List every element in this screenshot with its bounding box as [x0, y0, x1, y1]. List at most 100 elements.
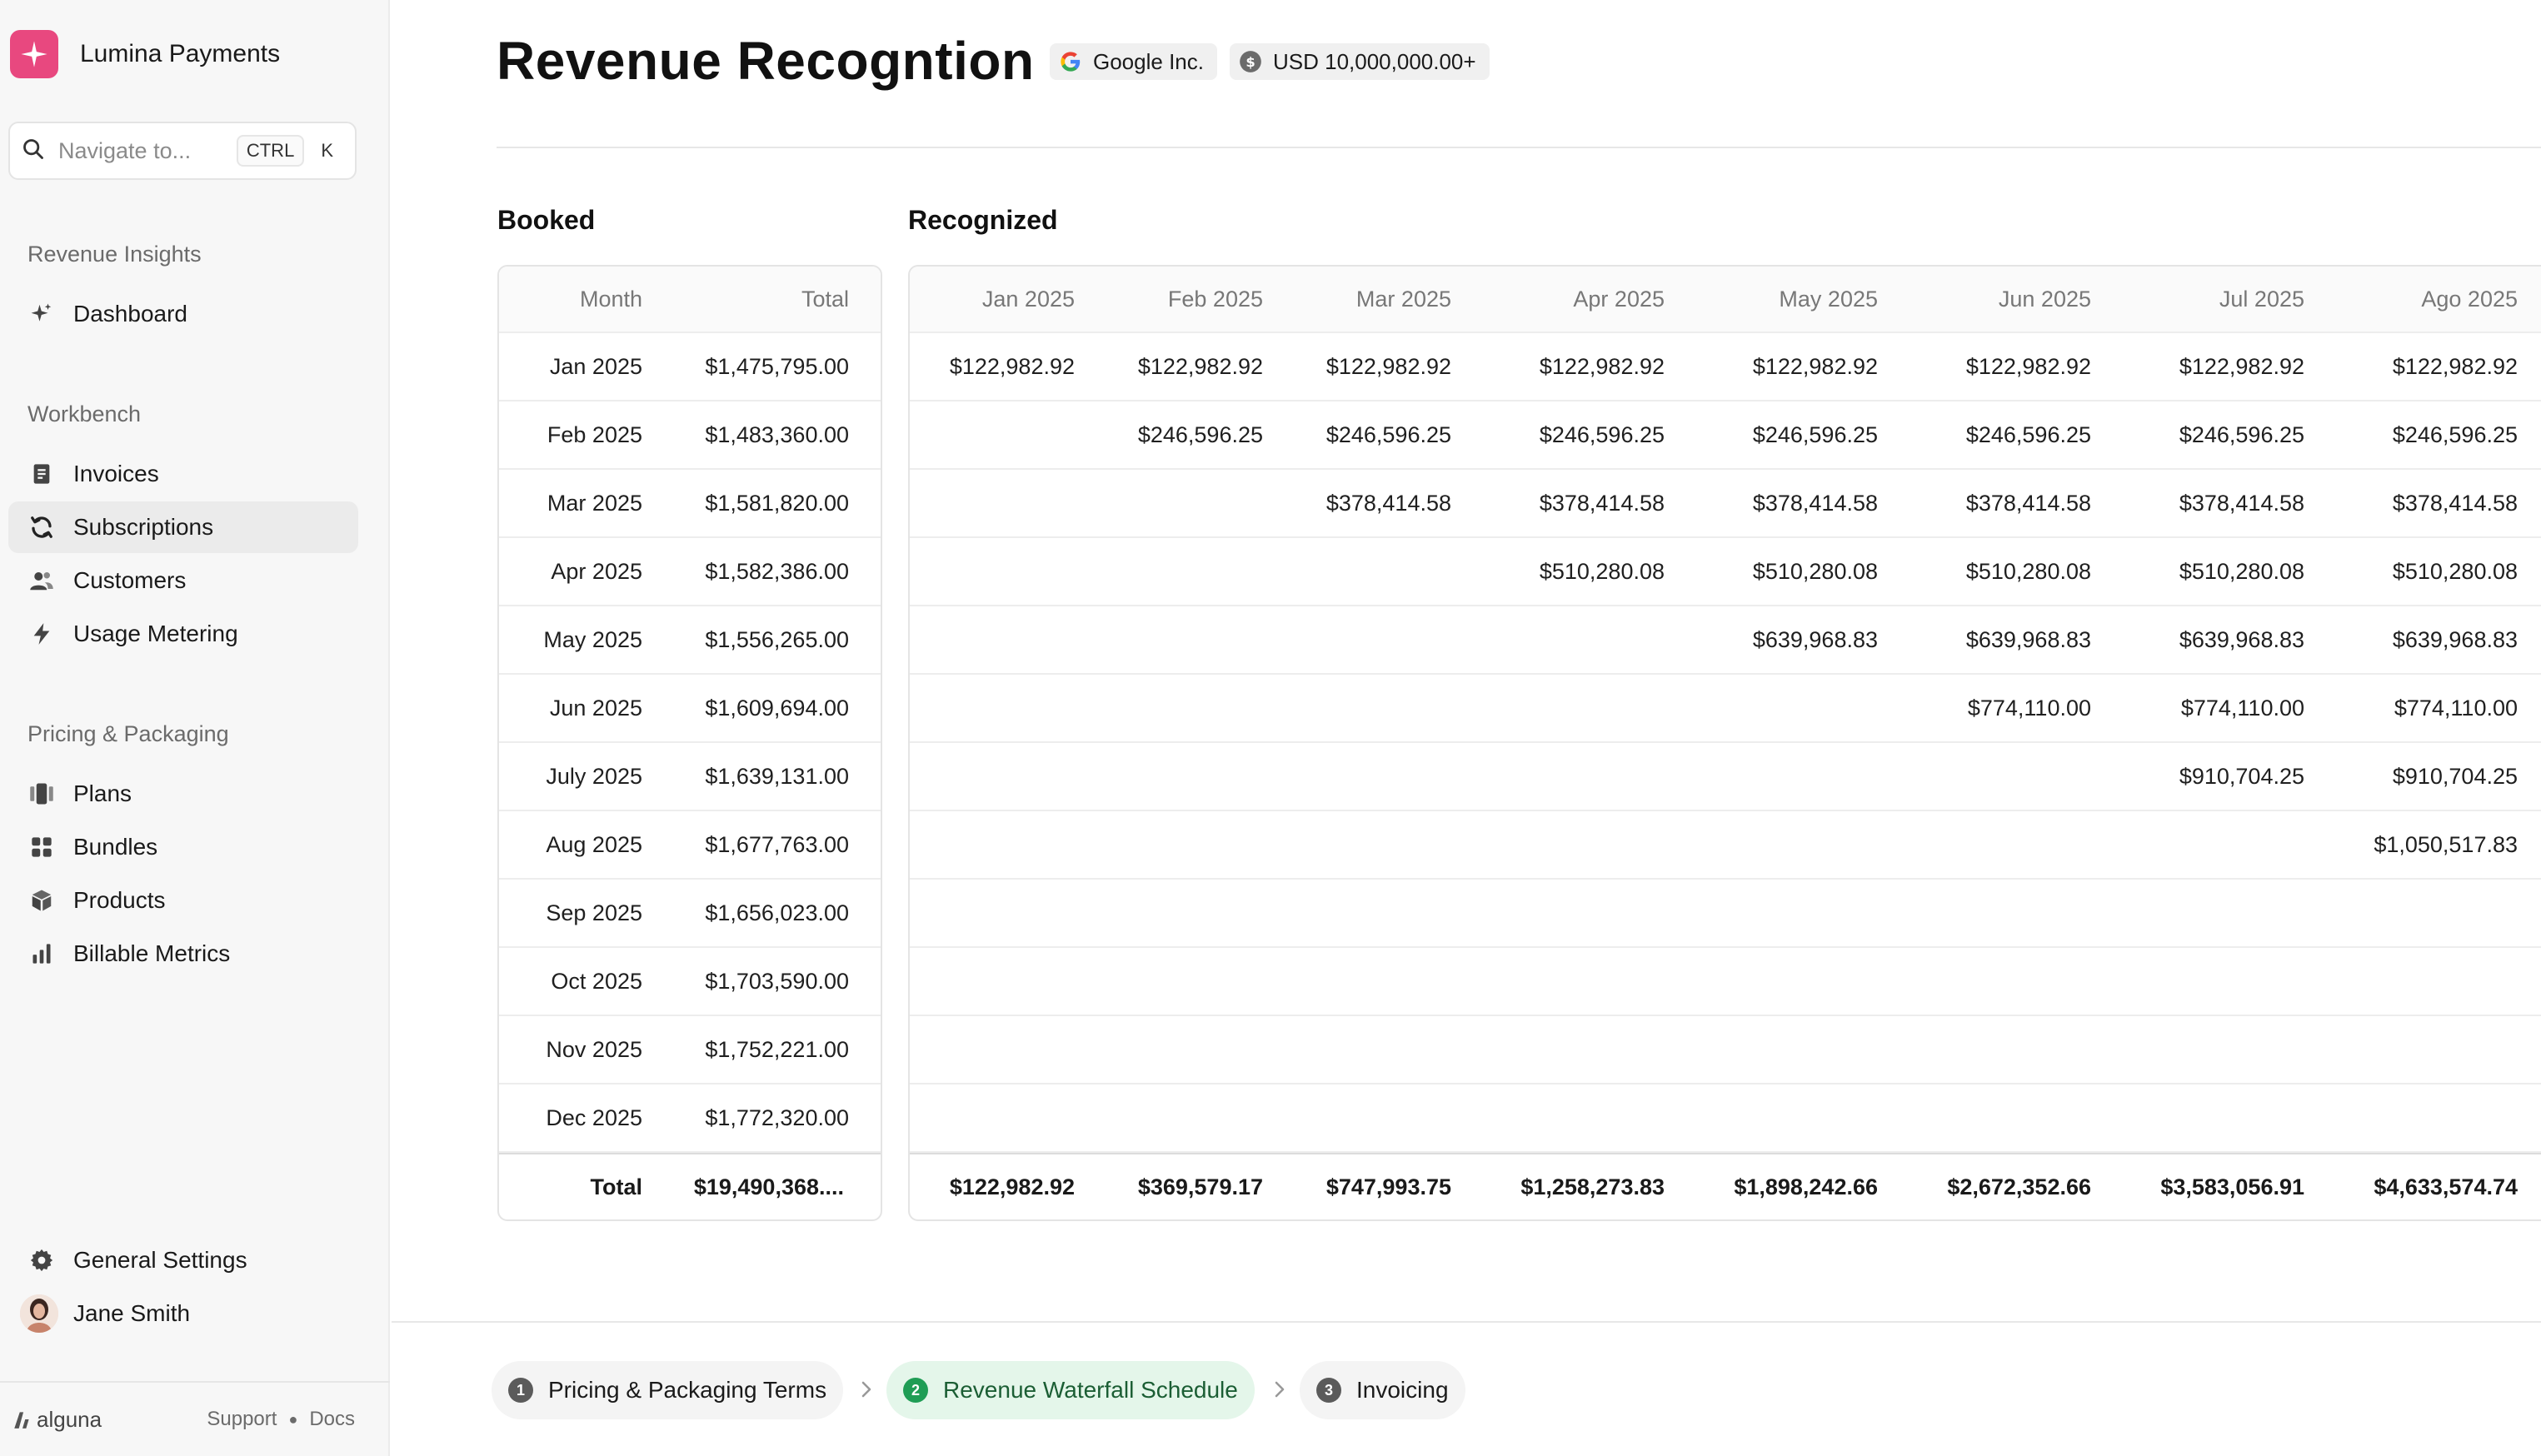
recognized-amount-cell: $378,414.58 [1325, 490, 1451, 516]
alguna-logo[interactable]: alguna [12, 1407, 102, 1433]
sidebar: Lumina Payments Navigate to... CTRL K Re… [0, 0, 390, 1456]
svg-text:$: $ [1246, 54, 1255, 70]
page-title: Revenue Recogntion [497, 31, 1035, 91]
sparkle-logo-icon [10, 30, 58, 78]
recognized-amount-cell: $510,280.08 [2392, 558, 2518, 584]
sidebar-item-subscriptions[interactable]: Subscriptions [8, 501, 358, 553]
shortcut-modifier: CTRL [236, 135, 305, 167]
column-header-total[interactable]: Total [801, 286, 849, 312]
app-name: Lumina Payments [80, 40, 281, 67]
total-cell: $1,609,694.00 [705, 695, 849, 721]
step-number: 2 [903, 1378, 928, 1403]
recognized-amount-cell: $246,596.25 [2179, 421, 2304, 447]
total-label: Total [590, 1174, 643, 1199]
recognized-amount-cell: $122,982.92 [1539, 353, 1665, 379]
total-cell: $1,772,320.00 [705, 1104, 849, 1130]
customer-badge[interactable]: Google Inc. [1050, 43, 1217, 80]
step-invoicing[interactable]: 3 Invoicing [1300, 1361, 1465, 1419]
step-label: Invoicing [1356, 1377, 1449, 1403]
column-header-month[interactable]: Mar 2025 [1355, 286, 1451, 312]
sidebar-item-label: Customers [73, 567, 187, 593]
header-divider [497, 147, 2541, 148]
recognized-amount-cell: $510,280.08 [1965, 558, 2091, 584]
avatar [20, 1294, 58, 1333]
sidebar-item-dashboard[interactable]: Dashboard [8, 288, 358, 340]
recognized-total-cell: $1,898,242.66 [1734, 1174, 1878, 1199]
step-pricing-packaging-terms[interactable]: 1 Pricing & Packaging Terms [492, 1361, 844, 1419]
step-revenue-waterfall-schedule[interactable]: 2 Revenue Waterfall Schedule [886, 1361, 1255, 1419]
recognized-amount-cell: $639,968.83 [1752, 626, 1878, 652]
sidebar-item-billable-metrics[interactable]: Billable Metrics [8, 928, 358, 980]
step-label: Revenue Waterfall Schedule [943, 1377, 1238, 1403]
column-header-month[interactable]: Jan 2025 [981, 286, 1075, 312]
docs-link[interactable]: Docs [309, 1408, 355, 1430]
table-row: $910,704.25 $910,704.25 [910, 743, 2541, 811]
google-icon [1058, 49, 1083, 74]
column-header-month[interactable]: Feb 2025 [1167, 286, 1263, 312]
total-cell: $1,656,023.00 [705, 900, 849, 925]
sidebar-item-label: Billable Metrics [73, 940, 231, 966]
month-cell: Feb 2025 [547, 421, 642, 447]
column-header-month[interactable]: Apr 2025 [1573, 286, 1665, 312]
recognized-amount-cell: $910,704.25 [2392, 763, 2518, 789]
recognized-amount-cell: $1,050,517.83 [2374, 831, 2518, 857]
sidebar-item-usage-metering[interactable]: Usage Metering [8, 608, 358, 660]
recognized-amount-cell: $774,110.00 [2394, 695, 2518, 721]
brand[interactable]: Lumina Payments [10, 30, 280, 78]
sidebar-item-plans[interactable]: Plans [8, 768, 358, 820]
month-cell: Dec 2025 [546, 1104, 642, 1130]
recognized-total-cell: $122,982.92 [949, 1174, 1075, 1199]
section-label-revenue-insights: Revenue Insights [27, 242, 202, 267]
column-header-month[interactable]: Jun 2025 [1998, 286, 2091, 312]
recognized-amount-cell: $378,414.58 [2179, 490, 2304, 516]
recognized-amount-cell: $246,596.25 [1539, 421, 1665, 447]
shortcut-key: K [321, 140, 333, 161]
table-header-row: Jan 2025 Feb 2025 Mar 2025 Apr 2025 May 2025… [910, 267, 2541, 333]
sparkle-icon [28, 301, 55, 327]
table-row: $246,596.25 $246,596.25 $246,596.25 $246,59… [910, 401, 2541, 470]
recognized-amount-cell: $910,704.25 [2179, 763, 2304, 789]
sidebar-item-label: Bundles [73, 834, 158, 860]
table-row: May 2025 $1,556,265.00 [499, 606, 881, 675]
alguna-logo-icon [14, 1412, 29, 1429]
column-header-month[interactable]: Month [579, 286, 642, 312]
booked-title: Booked [497, 205, 596, 235]
sidebar-item-label: Subscriptions [73, 514, 214, 540]
sidebar-item-invoices[interactable]: Invoices [8, 448, 358, 500]
sidebar-item-general-settings[interactable]: General Settings [8, 1234, 358, 1286]
sidebar-item-bundles[interactable]: Bundles [8, 821, 358, 873]
booked-table: Month Total Jan 2025 $1,475,795.00 Feb 202… [497, 265, 882, 1221]
search-placeholder[interactable]: Navigate to... [58, 137, 192, 163]
recognized-total-cell: $4,633,574.74 [2374, 1174, 2518, 1199]
column-header-month[interactable]: Jul 2025 [2219, 286, 2304, 312]
bolt-icon [28, 621, 55, 647]
customer-name: Google Inc. [1093, 48, 1204, 74]
table-row [910, 948, 2541, 1016]
amount-badge[interactable]: $ USD 10,000,000.00+ [1230, 43, 1490, 80]
table-total-row: $122,982.92 $369,579.17 $747,993.75 $1,258,… [910, 1153, 2541, 1219]
sidebar-item-products[interactable]: Products [8, 875, 358, 926]
table-row [910, 1085, 2541, 1153]
grid-icon [28, 834, 55, 860]
total-cell: $1,475,795.00 [705, 353, 849, 379]
recognized-total-cell: $1,258,273.83 [1520, 1174, 1665, 1199]
recognized-amount-cell: $122,982.92 [949, 353, 1075, 379]
users-icon [28, 567, 55, 594]
column-header-month[interactable]: May 2025 [1779, 286, 1878, 312]
navigate-search[interactable]: Navigate to... CTRL K [8, 122, 357, 180]
sidebar-item-customers[interactable]: Customers [8, 555, 358, 606]
sidebar-item-label: Plans [73, 780, 132, 806]
month-cell: Nov 2025 [546, 1036, 642, 1062]
column-header-month[interactable]: Ago 2025 [2421, 286, 2518, 312]
recognized-amount-cell: $246,596.25 [1325, 421, 1451, 447]
total-cell: $1,639,131.00 [705, 763, 849, 789]
table-row: $639,968.83 $639,968.83 $639,968.83 $639,96… [910, 606, 2541, 675]
recognized-total-cell: $2,672,352.66 [1947, 1174, 2091, 1199]
support-link[interactable]: Support [207, 1408, 277, 1430]
table-row: Oct 2025 $1,703,590.00 [499, 948, 881, 1016]
section-label-pricing-packaging: Pricing & Packaging [27, 721, 229, 746]
user-profile[interactable]: Jane Smith [8, 1288, 358, 1339]
steps-divider [392, 1321, 2541, 1323]
table-row: Dec 2025 $1,772,320.00 [499, 1085, 881, 1153]
table-row: July 2025 $1,639,131.00 [499, 743, 881, 811]
